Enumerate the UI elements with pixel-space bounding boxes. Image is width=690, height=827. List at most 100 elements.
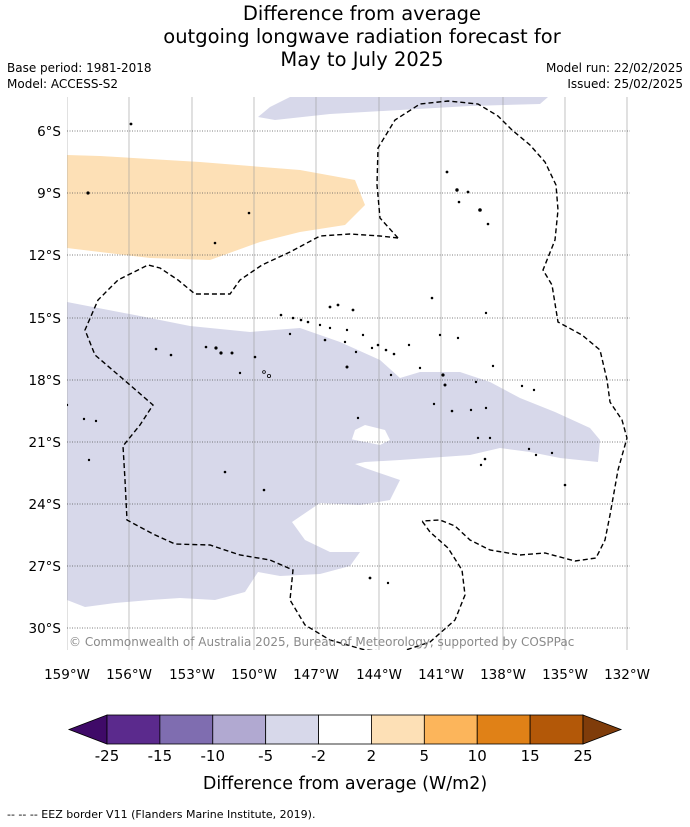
colorbar-cell — [476, 714, 531, 745]
island — [299, 318, 303, 322]
island — [288, 332, 292, 336]
latitude-labels: 6°S 9°S 12°S 15°S 18°S 21°S 24°S 27°S 30… — [29, 124, 62, 637]
island — [279, 313, 283, 317]
island — [488, 436, 492, 440]
island — [483, 457, 487, 461]
colorbar-tick-label: -2 — [311, 747, 326, 765]
island — [67, 403, 69, 407]
lat-label: 24°S — [29, 497, 62, 513]
island — [266, 373, 271, 378]
lon-label: 147°W — [293, 667, 339, 683]
island — [455, 188, 459, 192]
island — [345, 328, 349, 332]
anomaly-region-negative-main — [67, 302, 600, 607]
lat-label: 30°S — [29, 621, 62, 637]
island — [441, 373, 445, 377]
island — [82, 417, 86, 421]
base-period: Base period: 1981-2018 — [7, 61, 152, 75]
island — [432, 402, 436, 406]
lon-label: 135°W — [542, 667, 588, 683]
island — [550, 451, 554, 455]
lon-label: 144°W — [356, 667, 402, 683]
lat-label: 6°S — [37, 124, 61, 140]
island — [129, 122, 133, 126]
island — [361, 333, 365, 337]
island — [169, 353, 173, 357]
island — [384, 348, 388, 352]
island — [563, 483, 567, 487]
colorbar-extend-high — [582, 714, 623, 745]
island — [527, 447, 531, 451]
lat-label: 21°S — [29, 435, 62, 451]
lat-label: 12°S — [29, 248, 62, 264]
island — [351, 308, 355, 312]
graticule — [67, 97, 628, 650]
colorbar-cell — [371, 714, 425, 745]
island — [343, 340, 347, 344]
island — [262, 370, 266, 374]
island — [204, 345, 208, 349]
colorbar: -25 -15 -10 -5 -2 2 5 10 15 25 Difference from av… — [67, 714, 623, 794]
island — [389, 373, 393, 377]
island — [457, 200, 461, 204]
island — [87, 458, 91, 462]
island — [328, 326, 332, 330]
island — [219, 351, 223, 355]
anomaly-region-positive — [67, 155, 365, 260]
colorbar-extend-low — [67, 714, 108, 745]
island — [253, 355, 257, 359]
title-line-3: May to July 2025 — [280, 48, 444, 71]
island — [438, 333, 442, 337]
islands — [67, 122, 567, 585]
colorbar-cell — [423, 714, 478, 745]
island — [368, 576, 372, 580]
colorbar-cells — [67, 714, 623, 745]
lat-label: 9°S — [37, 186, 61, 202]
eez-northern-line-islands — [376, 100, 628, 562]
island — [430, 296, 434, 300]
lat-label: 18°S — [29, 373, 62, 389]
copyright-credit: © Commonwealth of Australia 2025, Bureau… — [69, 635, 574, 649]
island — [445, 170, 449, 174]
island — [247, 211, 251, 215]
colorbar-cell — [106, 714, 161, 745]
colorbar-tick-label: -15 — [148, 747, 173, 765]
colorbar-tick-label: 10 — [468, 747, 487, 765]
island — [418, 366, 422, 370]
island — [466, 190, 470, 194]
island — [328, 305, 332, 309]
lon-label: 153°W — [169, 667, 215, 683]
title-line-1: Difference from average — [242, 2, 482, 25]
island — [534, 453, 538, 457]
meta-left: Base period: 1981-2018 Model: ACCESS-S2 — [7, 60, 152, 92]
island — [491, 364, 495, 368]
colorbar-cell — [318, 714, 372, 745]
map-figure: © Commonwealth of Australia 2025, Bureau… — [29, 97, 650, 794]
island — [318, 323, 322, 327]
model-run: Model run: 22/02/2025 — [545, 61, 683, 75]
lon-label: 159°W — [44, 667, 90, 683]
island — [484, 311, 488, 315]
island — [520, 384, 524, 388]
island — [370, 346, 374, 350]
lon-label: 156°W — [106, 667, 152, 683]
island — [230, 351, 234, 355]
island — [238, 371, 242, 375]
lon-label: 141°W — [418, 667, 464, 683]
anomaly-region-negative-north — [258, 97, 548, 120]
island — [223, 470, 227, 474]
island — [214, 346, 218, 350]
issued-date: Issued: 25/02/2025 — [567, 77, 683, 91]
island — [386, 581, 390, 585]
map-area: © Commonwealth of Australia 2025, Bureau… — [67, 97, 630, 650]
island — [306, 320, 310, 324]
colorbar-tick-label: 2 — [367, 747, 377, 765]
lat-label: 15°S — [29, 311, 62, 327]
colorbar-cell — [265, 714, 319, 745]
island — [443, 383, 447, 387]
island — [486, 222, 490, 226]
island — [484, 406, 488, 410]
island — [354, 350, 358, 354]
colorbar-tick-label: -25 — [95, 747, 120, 765]
island — [323, 338, 327, 342]
